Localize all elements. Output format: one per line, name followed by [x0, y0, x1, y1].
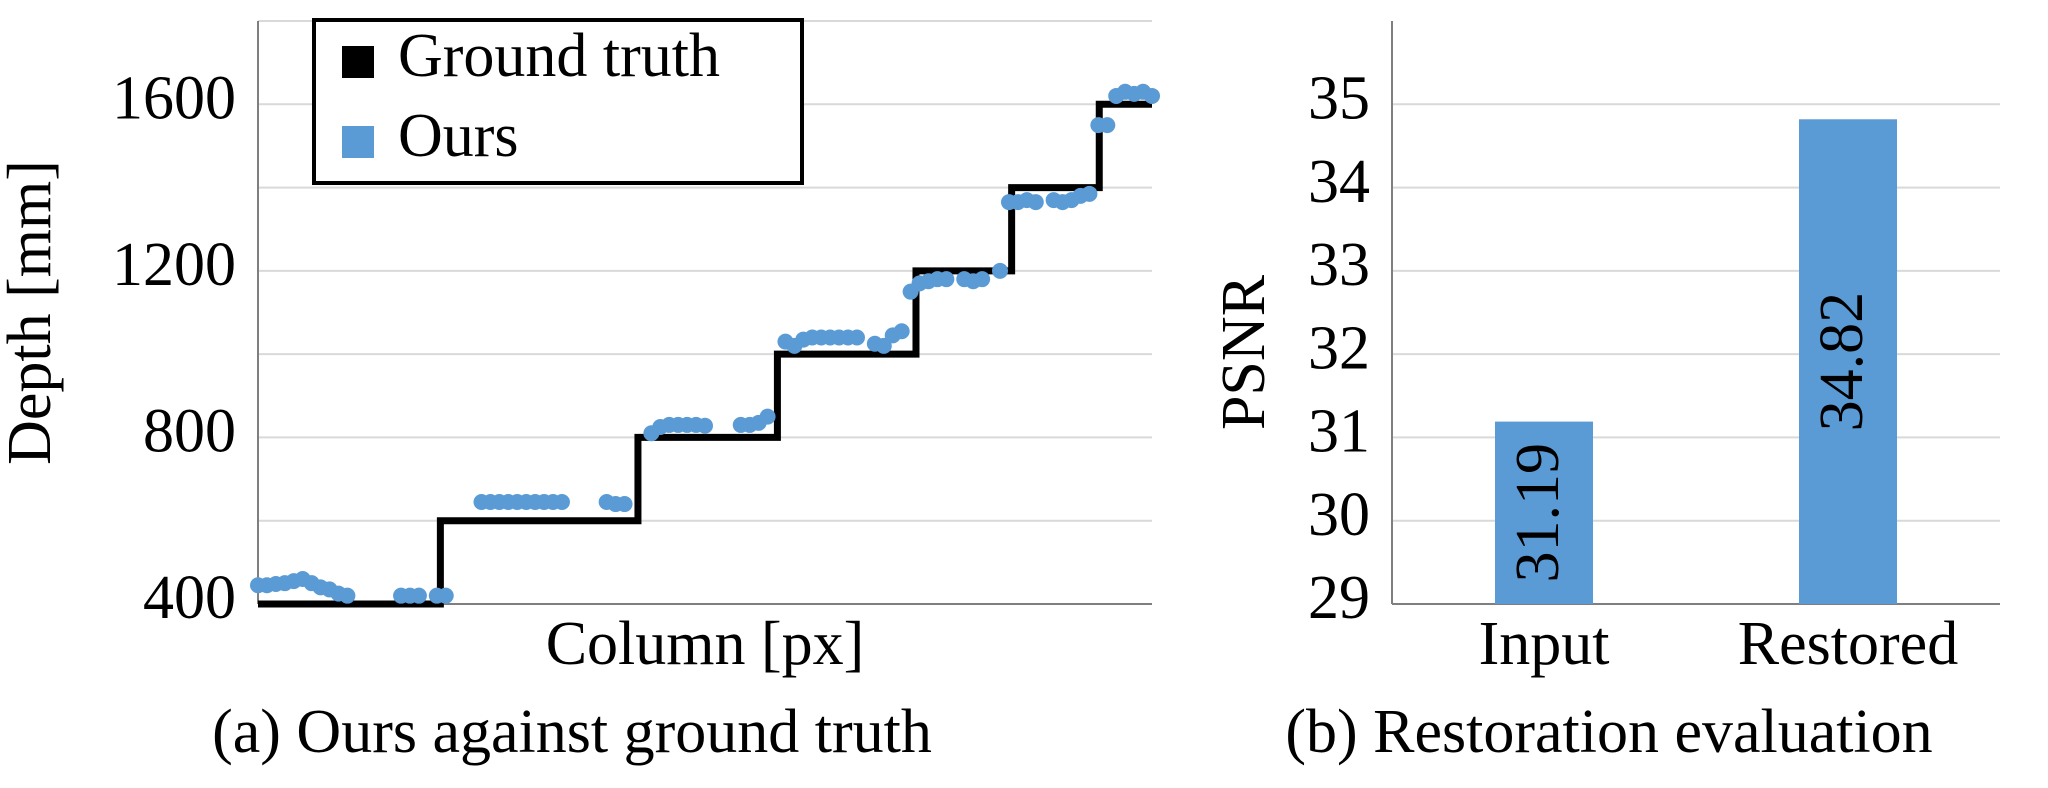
data-point	[437, 587, 454, 604]
legend-label: Ours	[398, 102, 519, 170]
y-tick-label: 1200	[112, 231, 236, 299]
y-tick-label: 31	[1308, 398, 1370, 466]
legend-box	[312, 18, 804, 185]
data-point	[339, 587, 356, 604]
y-tick-label: 35	[1308, 65, 1370, 133]
data-point	[553, 493, 570, 510]
y-axis-label: Depth [mm]	[0, 160, 64, 465]
data-point	[1144, 87, 1160, 104]
data-point	[875, 337, 892, 354]
y-tick-label: 29	[1308, 564, 1370, 632]
caption: (a) Ours against ground truth	[212, 698, 932, 766]
value-label: 31.19	[1504, 443, 1572, 583]
data-point	[992, 262, 1009, 279]
data-point	[848, 329, 865, 346]
y-tick-label: 32	[1308, 314, 1370, 382]
data-point	[938, 271, 955, 288]
data-point	[759, 408, 776, 425]
bar	[1799, 119, 1897, 604]
y-tick-label: 34	[1308, 148, 1370, 216]
y-tick-label: 33	[1308, 231, 1370, 299]
y-tick-label: 1600	[112, 65, 236, 133]
legend-swatch	[342, 126, 374, 158]
data-point	[410, 587, 427, 604]
data-point	[1099, 117, 1116, 134]
legend-swatch	[342, 46, 374, 78]
data-point	[1027, 194, 1044, 211]
data-point	[893, 323, 910, 340]
legend-label: Ground truth	[398, 22, 720, 90]
x-axis-label: Column [px]	[546, 610, 865, 678]
y-tick-label: 400	[143, 564, 236, 632]
bar	[1495, 421, 1593, 604]
y-tick-label: 800	[143, 398, 236, 466]
data-point	[697, 417, 713, 434]
caption: (b) Restoration evaluation	[1285, 698, 1932, 766]
data-point	[974, 271, 991, 288]
y-tick-label: 30	[1308, 481, 1370, 549]
value-label: 34.82	[1808, 292, 1876, 432]
x-tick-label: Restored	[1738, 610, 1958, 678]
y-axis-label: PSNR	[1210, 274, 1278, 430]
x-tick-label: Input	[1479, 610, 1610, 678]
data-point	[1081, 185, 1098, 202]
data-point	[616, 496, 633, 513]
